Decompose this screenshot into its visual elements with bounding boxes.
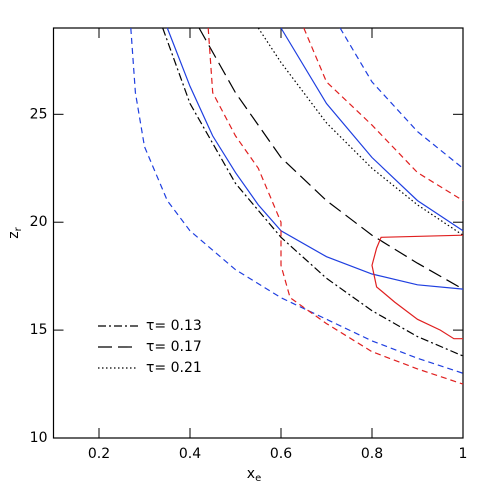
series-line: [166, 27, 464, 290]
series-line: [162, 27, 464, 357]
y-tick-label: 10: [30, 430, 48, 446]
x-axis-label: xe: [247, 466, 261, 484]
y-tick-label: 15: [30, 322, 48, 338]
legend-label: τ= 0.13: [146, 318, 202, 334]
x-label-main: x: [247, 466, 255, 482]
x-tick-label: 0.2: [88, 446, 110, 462]
y-axis-label: zr: [6, 226, 24, 238]
y-tick-label: 20: [30, 214, 48, 230]
x-label-sub: e: [255, 473, 261, 484]
series-line: [130, 27, 464, 374]
y-label-sub: r: [13, 226, 24, 231]
x-tick-label: 0.8: [361, 446, 383, 462]
plot-frame: [52, 27, 464, 439]
x-tick-label: 0.4: [179, 446, 201, 462]
y-tick-label: 25: [30, 106, 48, 122]
legend-label: τ= 0.21: [146, 360, 202, 376]
x-tick-label: 0.6: [270, 446, 292, 462]
series-line: [257, 27, 464, 236]
series-line: [207, 27, 464, 385]
y-label-main: z: [6, 231, 22, 238]
series-line: [198, 27, 464, 290]
x-tick-label: 1: [459, 446, 468, 462]
series-line: [371, 234, 464, 340]
legend-label: τ= 0.17: [146, 339, 202, 355]
